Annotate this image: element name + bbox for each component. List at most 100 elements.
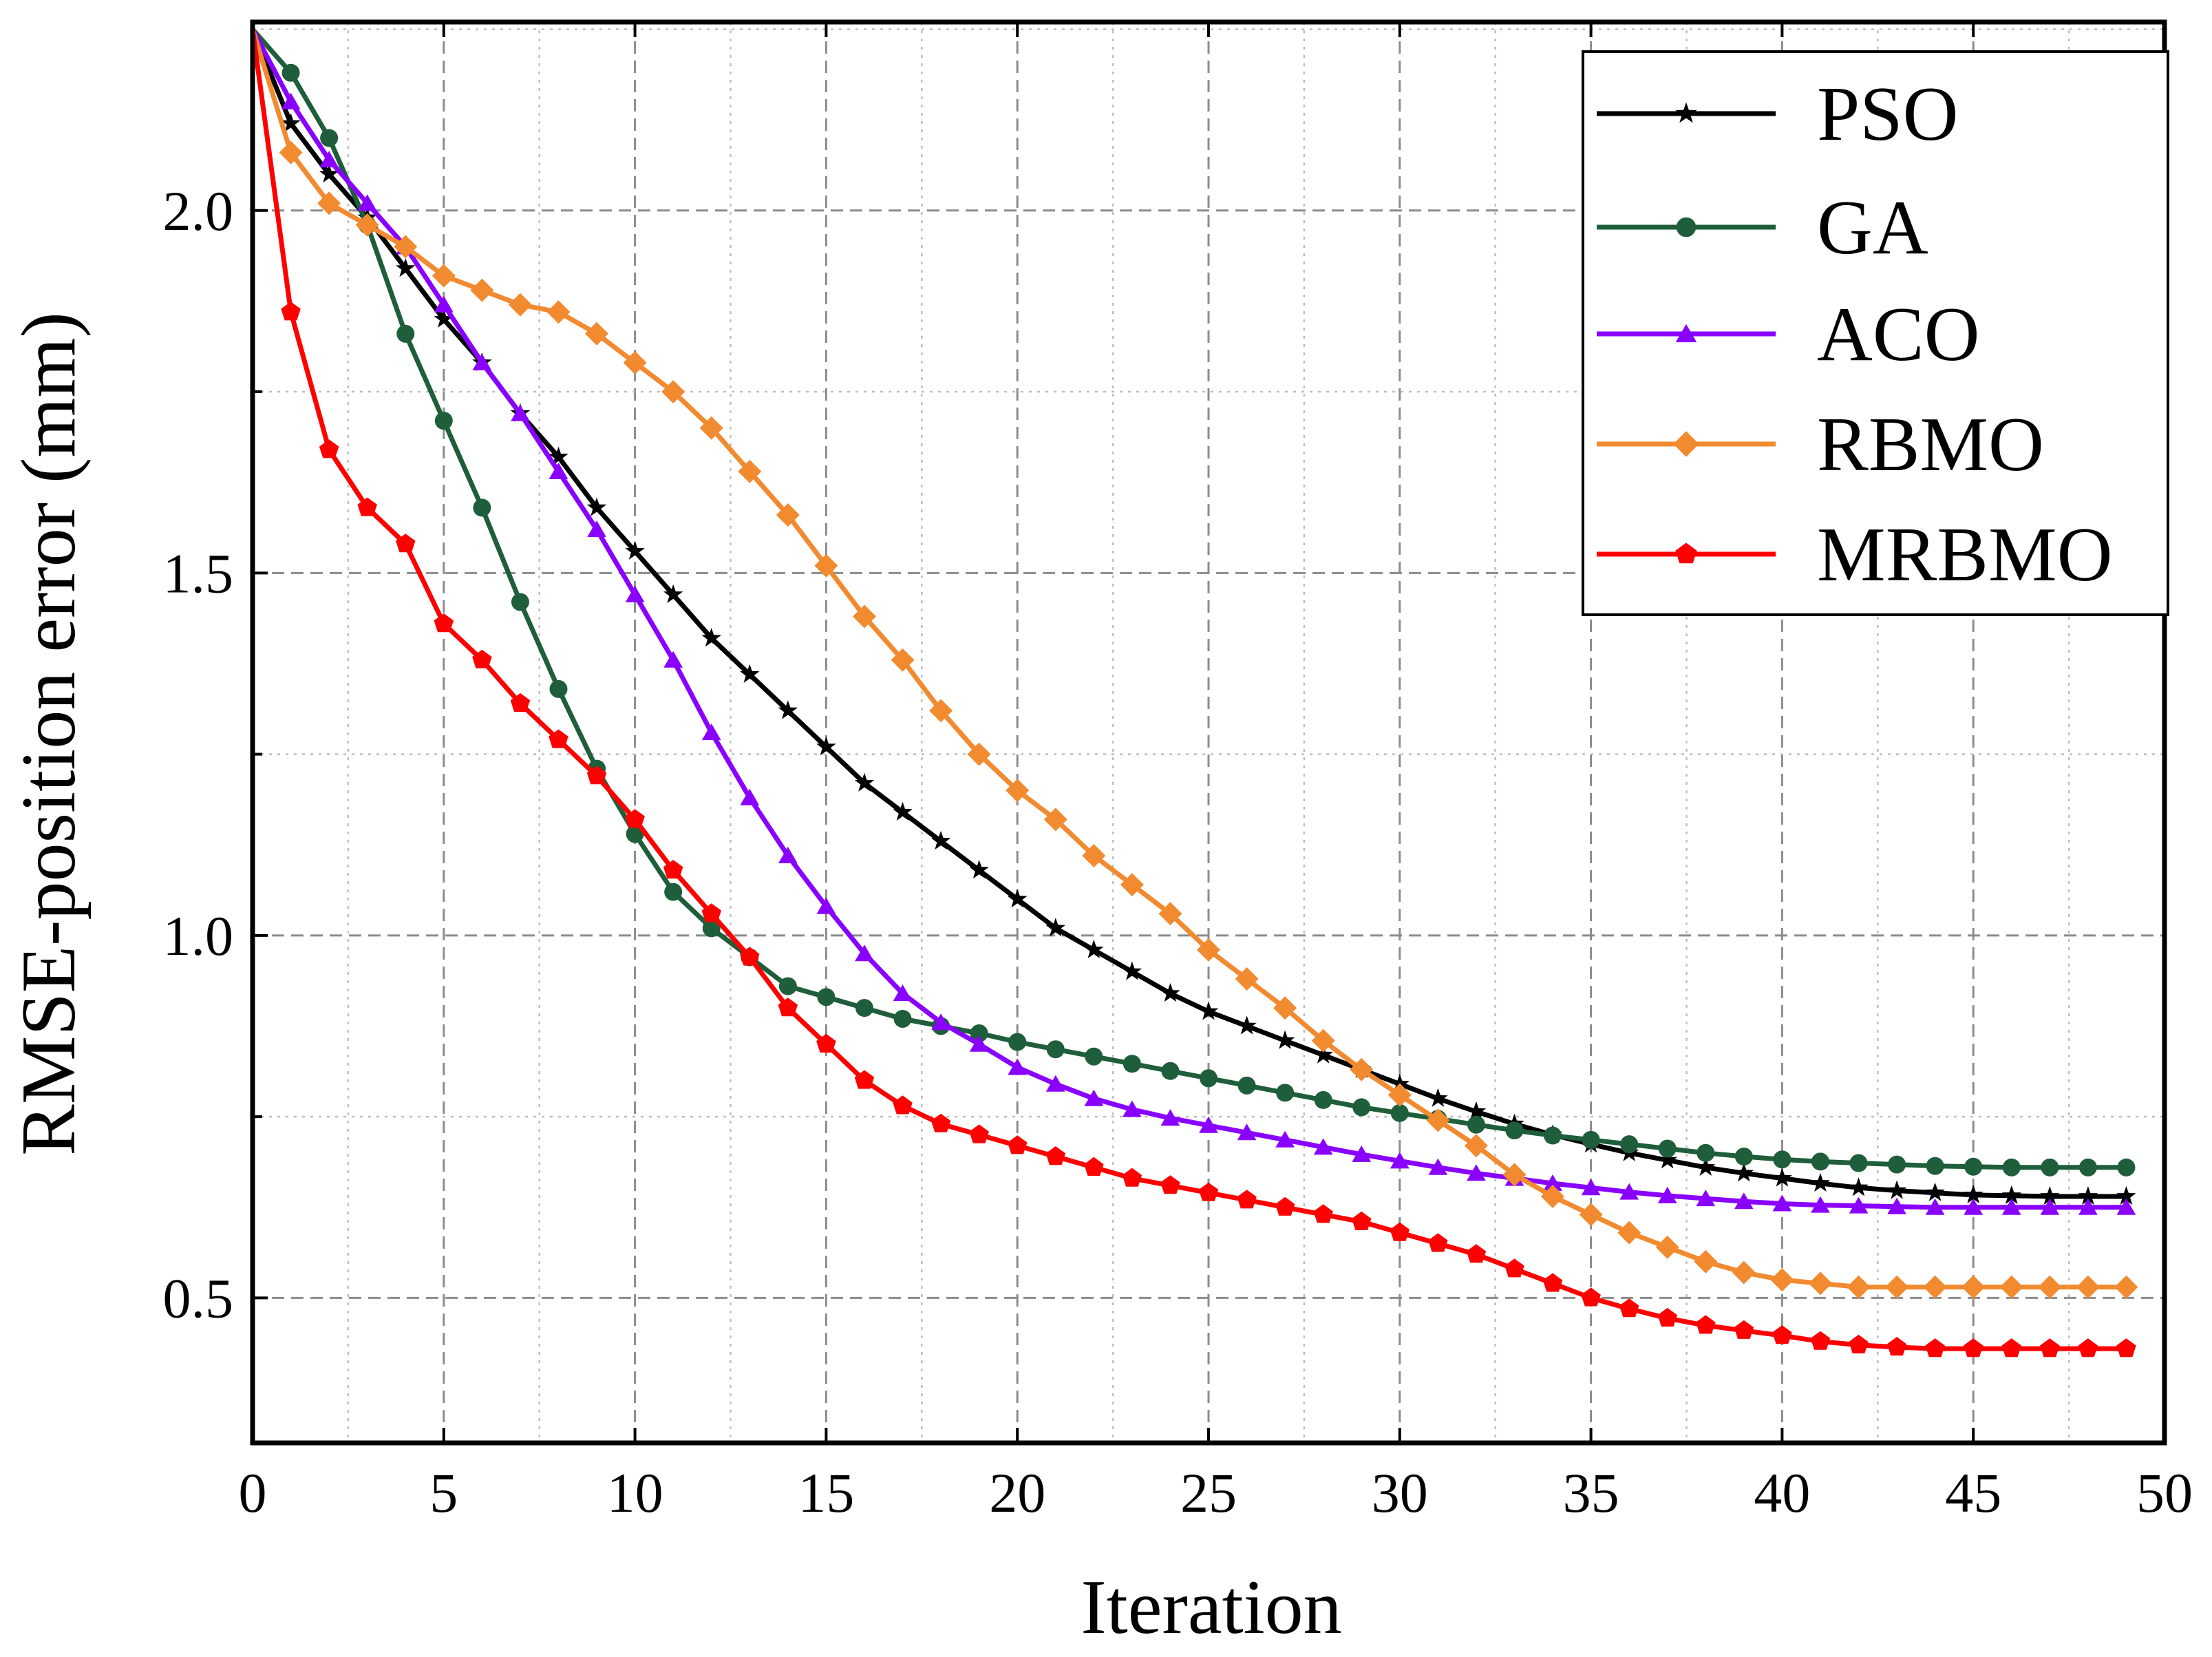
data-point-rbmo [1311,1028,1335,1053]
legend-marker-mrbmo [1675,542,1697,564]
data-point-rbmo [1961,1275,1986,1299]
data-point-pso [1122,961,1142,980]
data-point-ga [1314,1090,1332,1109]
data-point-aco [1925,1198,1945,1215]
data-point-mrbmo [2116,1338,2136,1358]
data-point-rbmo [1999,1275,2023,1299]
data-point-ga [320,129,339,147]
series-rbmo [250,28,2138,1299]
data-point-ga [1544,1126,1562,1145]
data-point-mrbmo [663,860,683,879]
data-point-mrbmo [1963,1338,1984,1358]
data-point-pso [1275,1030,1295,1049]
data-point-rbmo [508,293,532,317]
data-point-rbmo [1043,808,1067,832]
data-point-pso [1466,1101,1487,1120]
x-tick-label: 5 [429,1461,458,1524]
data-point-ga [1200,1069,1217,1088]
data-point-mrbmo [1198,1182,1219,1201]
data-point-rbmo [2076,1275,2100,1299]
data-point-pso [1963,1184,1984,1203]
data-point-pso [969,860,989,879]
data-point-rbmo [585,321,608,346]
data-point-mrbmo [1237,1190,1257,1209]
legend-label-aco: ACO [1817,292,1979,377]
data-point-rbmo [355,213,379,237]
series-line-aco [250,28,2127,1210]
data-point-mrbmo [1734,1320,1754,1339]
data-point-rbmo [929,699,953,723]
x-axis-title: Iteration [1081,1565,1341,1650]
series-mrbmo [250,29,2136,1358]
data-point-mrbmo [1810,1331,1831,1350]
x-tick-label: 15 [798,1461,854,1524]
data-point-ga [893,1009,912,1028]
data-point-aco [1581,1179,1601,1196]
x-tick-label: 35 [1563,1461,1619,1524]
data-point-mrbmo [281,302,301,321]
series-group [250,28,2138,1358]
data-point-mrbmo [510,693,531,712]
data-point-mrbmo [1313,1204,1333,1223]
data-point-aco [2001,1198,2021,1215]
data-point-mrbmo [1007,1135,1028,1154]
data-point-rbmo [738,459,762,483]
data-point-ga [2078,1158,2097,1176]
data-point-pso [1734,1163,1754,1182]
data-point-mrbmo [1657,1307,1677,1327]
data-point-rbmo [394,235,418,259]
data-point-mrbmo [396,534,416,553]
data-point-mrbmo [1352,1211,1372,1230]
data-point-pso [893,801,913,821]
data-point-aco [1964,1198,1984,1215]
data-point-aco [740,788,760,805]
data-point-mrbmo [2040,1338,2060,1358]
data-point-rbmo [967,742,991,766]
data-point-pso [1390,1073,1410,1093]
data-point-aco [1237,1123,1257,1141]
data-point-ga [1734,1148,1753,1166]
data-point-aco [1275,1130,1295,1148]
data-point-aco [816,897,836,914]
x-tick-label: 10 [607,1461,663,1524]
data-point-ga [778,977,797,995]
data-point-ga [1582,1130,1600,1149]
data-point-mrbmo [740,947,760,966]
data-point-rbmo [1464,1134,1488,1158]
data-point-aco [2040,1198,2060,1215]
data-point-pso [549,446,568,465]
data-point-aco [625,585,645,602]
data-point-mrbmo [1772,1325,1792,1344]
data-point-ga [664,883,683,901]
data-point-mrbmo [1925,1338,1945,1358]
data-point-mrbmo [778,998,798,1017]
data-point-pso [778,700,798,719]
y-axis-title: RMSE-position error (mm) [6,312,92,1156]
data-point-mrbmo [1696,1315,1716,1334]
data-point-aco [1811,1196,1830,1213]
x-tick-label: 0 [239,1461,267,1524]
data-point-mrbmo [1849,1334,1869,1353]
y-tick-label: 0.5 [163,1267,234,1329]
data-point-ga [396,324,415,343]
data-point-pso [1198,1001,1219,1020]
data-point-mrbmo [586,766,607,785]
data-point-mrbmo [1466,1244,1487,1263]
data-point-pso [2040,1186,2060,1205]
x-tick-label: 40 [1754,1461,1810,1524]
data-point-ga [1811,1152,1829,1171]
data-point-pso [1772,1168,1792,1187]
data-point-ga [1505,1121,1524,1140]
data-point-aco [587,520,606,538]
data-point-pso [930,831,951,850]
data-point-mrbmo [357,497,377,516]
data-point-mrbmo [2078,1338,2098,1358]
legend-label-pso: PSO [1817,72,1958,157]
data-point-rbmo [1847,1275,1871,1299]
data-point-rbmo [546,300,571,324]
data-point-pso [1849,1177,1869,1196]
data-point-aco [1887,1197,1906,1214]
data-point-aco [1428,1158,1448,1175]
data-point-rbmo [1006,779,1030,803]
data-point-ga [2041,1158,2059,1176]
